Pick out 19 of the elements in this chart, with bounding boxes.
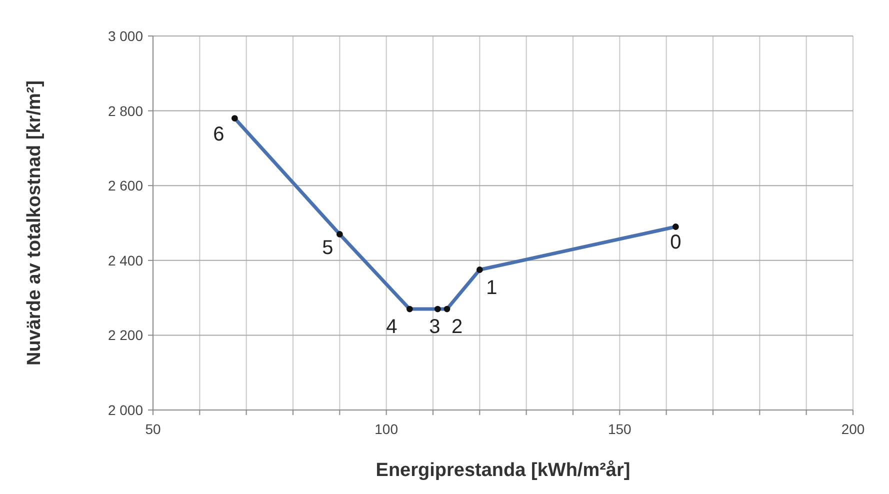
x-axis-title: Energiprestanda [kWh/m²år]	[376, 460, 630, 481]
annotation: 4	[386, 316, 398, 338]
y-tick-label: 2 600	[108, 178, 144, 194]
annotation: 2	[451, 316, 463, 338]
y-tick-label: 2 400	[108, 252, 144, 268]
y-tick-label: 3 000	[108, 28, 144, 44]
x-tick-label: 150	[608, 421, 632, 437]
x-tick-label: 50	[145, 421, 161, 437]
annotation: 0	[670, 232, 682, 254]
y-axis-title: Nuvärde av totalkostnad [kr/m²]	[24, 80, 45, 366]
y-tick-label: 2 000	[108, 402, 144, 418]
y-tick-label: 2 800	[108, 102, 144, 119]
x-tick-label: 100	[374, 421, 398, 437]
y-tick-label: 2 200	[108, 327, 144, 344]
x-tick-label: 200	[841, 421, 865, 437]
annotation: 1	[486, 276, 498, 299]
annotation: 5	[322, 237, 334, 260]
annotation: 3	[429, 316, 440, 338]
annotation: 6	[213, 123, 224, 146]
